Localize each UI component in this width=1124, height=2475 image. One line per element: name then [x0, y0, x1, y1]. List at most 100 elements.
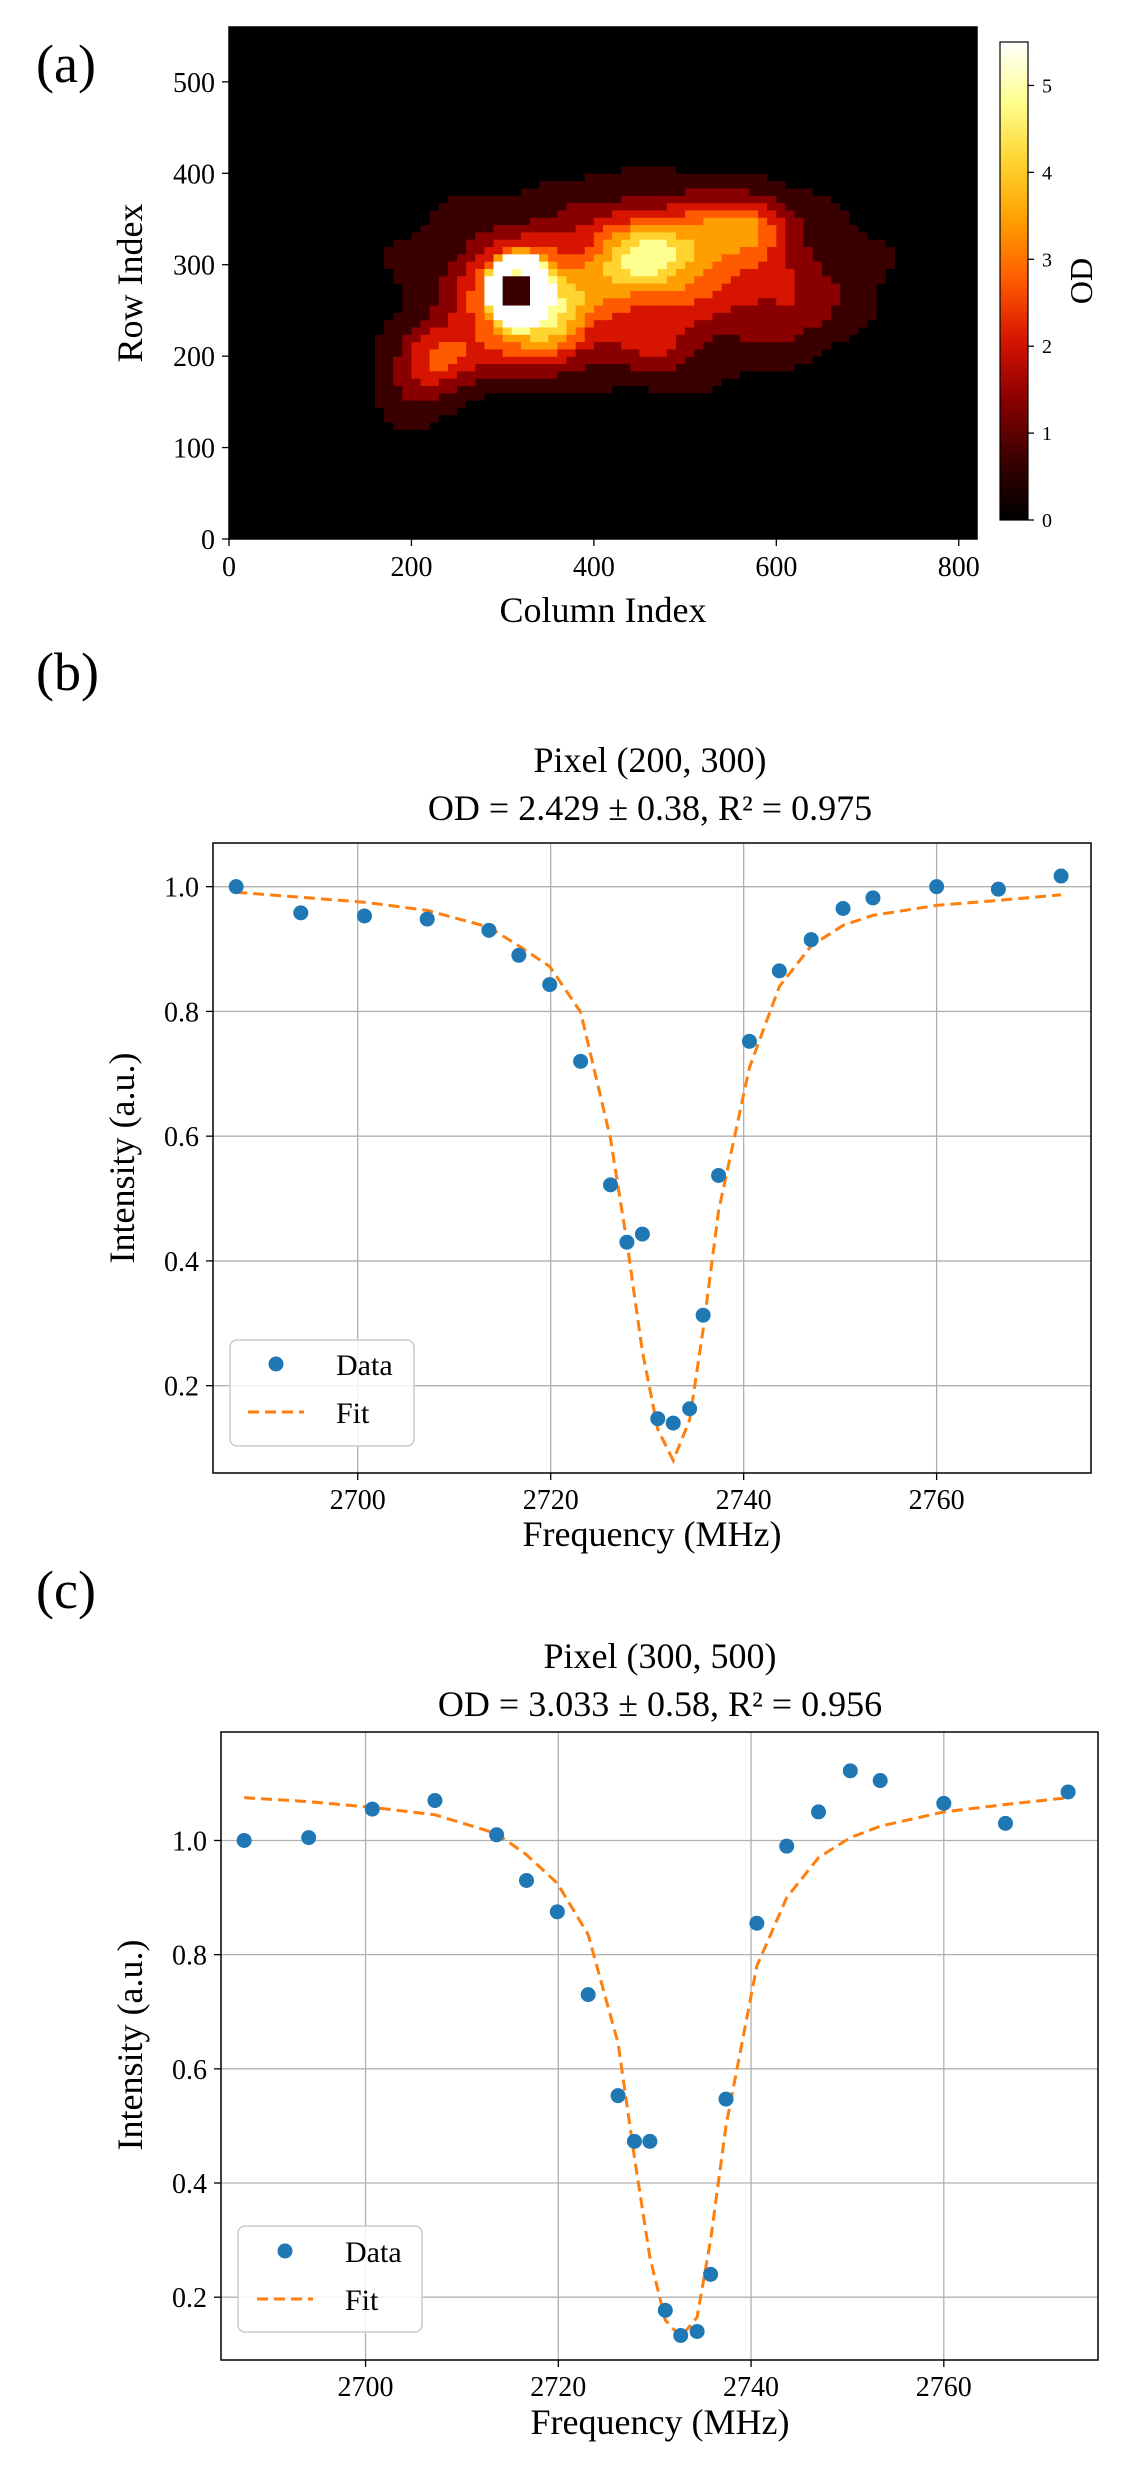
heatmap-cell [402, 341, 413, 350]
heatmap-cell [447, 253, 458, 262]
heatmap-cell [447, 202, 458, 211]
heatmap-cell [657, 195, 668, 204]
heatmap-cell [803, 217, 814, 226]
heatmap-cell [457, 348, 467, 357]
chart-c-data-point [519, 1872, 534, 1888]
heatmap-cell [685, 297, 695, 306]
heatmap-cell [840, 319, 850, 328]
heatmap-cell [539, 173, 549, 182]
heatmap-cell [566, 180, 577, 189]
heatmap-cell [621, 370, 631, 379]
heatmap-cell [867, 297, 878, 306]
chart-c-data-point [657, 2302, 673, 2318]
heatmap-cell [593, 253, 604, 262]
heatmap-cell [712, 297, 723, 306]
heatmap-cell [867, 246, 878, 255]
heatmap-cell [438, 407, 449, 416]
heatmap-cell [703, 231, 714, 240]
heatmap-cell [621, 348, 631, 357]
heatmap-cell [539, 297, 549, 306]
heatmap-cell [475, 297, 486, 306]
heatmap-cell [776, 363, 787, 372]
heatmap-cell [475, 239, 486, 248]
heatmap-cell [767, 195, 777, 204]
heatmap-cell [502, 253, 513, 262]
heatmap-cell [694, 261, 704, 269]
heatmap-cell [511, 334, 522, 343]
heatmap-cell [675, 165, 686, 174]
heatmap-cell [575, 341, 586, 350]
chart-c-data-point [673, 2327, 689, 2343]
heatmap-cell [639, 224, 650, 233]
heatmap-cell [794, 268, 805, 277]
chart-b-data-points [228, 868, 1069, 1431]
heatmap-cell [511, 180, 522, 189]
heatmap-cell [885, 231, 896, 240]
heatmap-cell [712, 195, 723, 204]
heatmap-cell [612, 165, 622, 174]
heatmap-frame [228, 26, 978, 540]
heatmap-cell [420, 202, 431, 211]
heatmap-cell [657, 326, 668, 335]
heatmap-cell [840, 195, 850, 204]
heatmap-cell [557, 261, 568, 269]
heatmap-cell [712, 261, 723, 269]
heatmap-cell [703, 304, 714, 313]
heatmap-cell [712, 253, 723, 262]
heatmap-cell [840, 290, 850, 299]
heatmap-cell [821, 326, 832, 335]
heatmap-cell [885, 253, 896, 262]
heatmap-cell [657, 341, 668, 350]
heatmap-cell [429, 217, 440, 226]
heatmap-cell [885, 275, 896, 284]
heatmap-cell [803, 224, 814, 233]
heatmap-cell [566, 297, 577, 306]
heatmap-cell [593, 246, 604, 255]
heatmap-cell [557, 209, 568, 218]
heatmap-cell [840, 261, 850, 269]
heatmap-cell [685, 283, 695, 291]
heatmap-cell [429, 231, 440, 240]
heatmap-cell [639, 187, 650, 196]
heatmap-cell [748, 363, 759, 372]
chart-b-data-point [481, 922, 497, 938]
heatmap-cell [876, 326, 887, 335]
heatmap-cell [393, 414, 403, 423]
chart-c-y-label: Intensity (a.u.) [110, 1940, 150, 2151]
heatmap-cell [566, 253, 577, 262]
heatmap-cell [630, 348, 641, 357]
heatmap-cell [393, 297, 403, 306]
heatmap-cell [904, 246, 914, 255]
heatmap-cell [484, 195, 495, 204]
chart-b-legend-data-marker [268, 1356, 284, 1372]
heatmap-cell [384, 239, 394, 248]
heatmap-cell [584, 187, 595, 196]
heatmap-cell [712, 165, 723, 174]
heatmap-cell [466, 231, 476, 240]
heatmap-cell [685, 370, 695, 379]
heatmap-cell [849, 261, 860, 269]
heatmap-cell [411, 246, 422, 255]
chart-c-legend: Data Fit [237, 2225, 423, 2333]
heatmap-cell [666, 231, 677, 240]
chart-b-y-tick-label: 0.2 [164, 1372, 199, 1403]
heatmap-cell [767, 275, 777, 284]
heatmap-cell [438, 414, 449, 423]
chart-b-data-point [835, 901, 851, 916]
heatmap-cell [365, 392, 376, 401]
heatmap-cell [767, 348, 777, 357]
heatmap-cell [548, 334, 558, 343]
heatmap-cell [639, 217, 650, 226]
heatmap-cell [402, 400, 413, 408]
heatmap-cell [466, 319, 476, 328]
heatmap-cell [612, 261, 622, 269]
heatmap-cell [721, 348, 732, 357]
heatmap-cell [639, 334, 650, 343]
panel-label-a: (a) [36, 34, 96, 94]
heatmap-cell [393, 268, 403, 277]
chart-b-data-point [603, 1177, 619, 1193]
heatmap-cell [475, 261, 486, 269]
heatmap-cell [539, 239, 549, 248]
heatmap-cell [666, 158, 677, 167]
heatmap-cell [511, 246, 522, 255]
